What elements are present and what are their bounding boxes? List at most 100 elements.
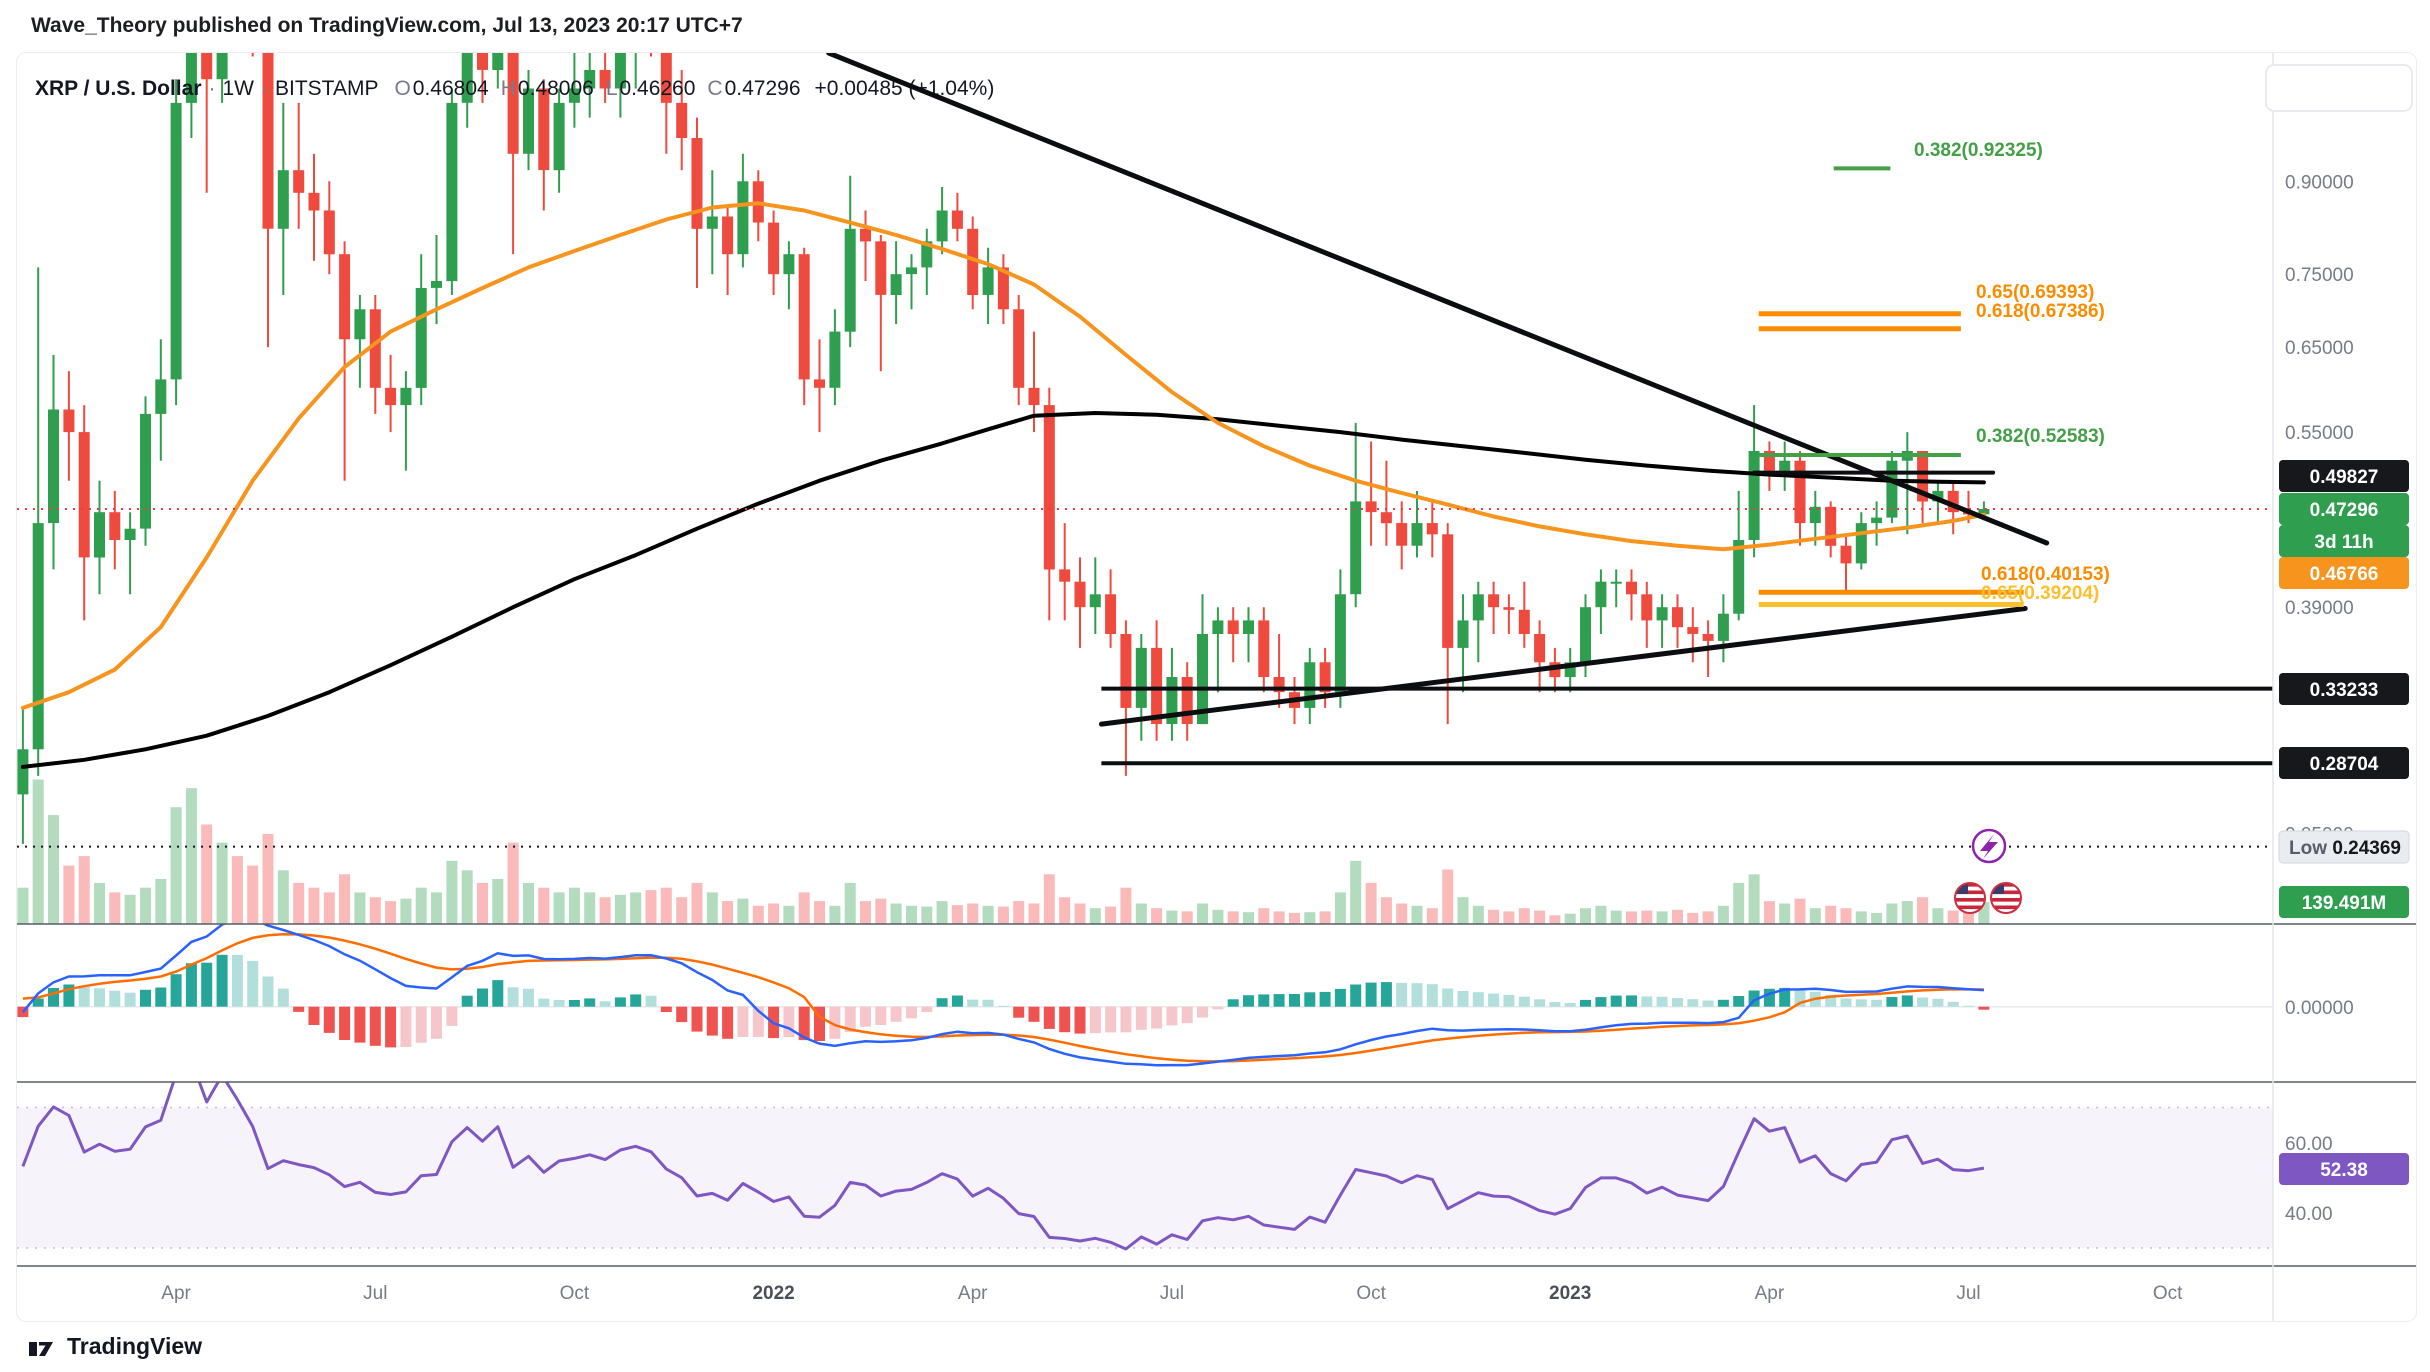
tradingview-logo-icon[interactable] bbox=[28, 1333, 58, 1360]
candle-body bbox=[1779, 460, 1791, 471]
macd-histogram-bar bbox=[78, 987, 90, 1007]
candle-body bbox=[308, 192, 320, 211]
axes-layer[interactable]: 0.900000.750000.650000.550000.390000.250… bbox=[17, 53, 2416, 1321]
chart-panes[interactable] bbox=[17, 53, 2273, 1251]
candle-body bbox=[814, 379, 825, 388]
volume-bar bbox=[1932, 908, 1944, 924]
candle-body bbox=[354, 309, 366, 340]
candle-body bbox=[1871, 517, 1883, 524]
macd-histogram-bar bbox=[1166, 1006, 1178, 1026]
candle-body bbox=[614, 53, 626, 89]
macd-histogram-bar bbox=[737, 1006, 749, 1037]
candle-body bbox=[1411, 523, 1423, 546]
volume-bar bbox=[1763, 901, 1775, 924]
macd-histogram-bar bbox=[1871, 999, 1883, 1007]
candle-body bbox=[1472, 594, 1484, 621]
fib-level-label: 0.382(0.92325) bbox=[1914, 140, 2043, 161]
candle-body bbox=[415, 288, 427, 388]
toolbar-button[interactable] bbox=[2265, 64, 2413, 112]
candle-body bbox=[277, 170, 289, 229]
candle-body bbox=[1380, 512, 1392, 524]
macd-histogram-bar bbox=[415, 1006, 427, 1043]
footer[interactable]: TradingView bbox=[28, 1333, 202, 1360]
volume-bar bbox=[982, 905, 994, 924]
volume-bar bbox=[400, 898, 412, 924]
candle-body bbox=[78, 432, 90, 558]
macd-histogram-bar bbox=[1380, 982, 1392, 1007]
volume-bar bbox=[247, 865, 259, 924]
volume-bar bbox=[1855, 911, 1867, 924]
macd-histogram-bar bbox=[1059, 1006, 1071, 1033]
macd-histogram-bar bbox=[1365, 982, 1377, 1007]
macd-histogram-bar bbox=[906, 1006, 917, 1019]
volume-bar bbox=[461, 870, 473, 924]
volume-bar bbox=[1074, 903, 1086, 924]
descending-resistance-line[interactable] bbox=[826, 53, 2050, 546]
interval-label: 1W bbox=[223, 77, 255, 100]
volume-bar bbox=[170, 807, 182, 924]
macd-histogram-bar bbox=[660, 1006, 672, 1012]
macd-histogram-bar bbox=[951, 995, 963, 1007]
time-label: Oct bbox=[2153, 1283, 2183, 1304]
fib-level-label: 0.382(0.52583) bbox=[1976, 426, 2105, 447]
macd-histogram-bar bbox=[1273, 994, 1285, 1007]
candle-body bbox=[1258, 620, 1270, 677]
volume-bar bbox=[844, 882, 856, 924]
volume-bar bbox=[1595, 905, 1607, 924]
candle-body bbox=[722, 216, 734, 255]
volume-bar bbox=[1840, 908, 1852, 924]
macd-histogram-bar bbox=[1120, 1006, 1132, 1033]
candle-body bbox=[1043, 405, 1055, 570]
candle-body bbox=[1135, 647, 1147, 708]
us-flag-event-icon[interactable] bbox=[1991, 883, 2021, 913]
flag-ring bbox=[1990, 882, 2022, 914]
candle-body bbox=[140, 413, 151, 529]
time-axis[interactable]: Apr Jul Oct 2022 Apr Jul Oct 2023 Apr Jul Oct bbox=[161, 1283, 2183, 1304]
rsi-line bbox=[21, 1082, 1985, 1251]
macd-histogram-bar bbox=[1074, 1006, 1086, 1034]
ascending-support-line[interactable] bbox=[1098, 606, 2028, 727]
footer-brand[interactable]: TradingView bbox=[67, 1333, 203, 1359]
macd-histogram-bar bbox=[231, 954, 243, 1007]
macd-histogram-bar bbox=[140, 989, 151, 1007]
idea-lightning-icon[interactable] bbox=[1971, 828, 2007, 864]
volume-bar bbox=[1411, 905, 1423, 924]
volume-bar bbox=[1641, 910, 1653, 924]
chart-canvas[interactable]: XRP / U.S. Dollar · 1W · BITSTAMP O0.46804 H0.… bbox=[17, 53, 2416, 1321]
symbol-name: XRP / U.S. Dollar bbox=[35, 77, 202, 100]
macd-histogram-bar bbox=[48, 988, 59, 1007]
volume-bar bbox=[1947, 910, 1959, 924]
rsi-pane[interactable] bbox=[17, 1060, 2273, 1251]
candle-body bbox=[1059, 569, 1071, 582]
volume-bar bbox=[1733, 882, 1745, 924]
price-pane[interactable] bbox=[17, 53, 1990, 924]
price-axis[interactable]: 0.900000.750000.650000.550000.390000.250… bbox=[2278, 172, 2410, 1225]
candle-body bbox=[1105, 594, 1117, 634]
macd-histogram-bar bbox=[1197, 1006, 1208, 1018]
macd-histogram-bar bbox=[1028, 1006, 1040, 1022]
macd-histogram-bar bbox=[599, 1001, 611, 1007]
volume-bar bbox=[737, 898, 749, 924]
open-label: O bbox=[394, 77, 410, 100]
high-value: 0.48006 bbox=[518, 77, 594, 100]
macd-pane[interactable] bbox=[17, 919, 2273, 1067]
macd-histogram-bar bbox=[875, 1006, 887, 1025]
candle-body bbox=[1197, 634, 1208, 725]
macd-histogram-bar bbox=[614, 997, 626, 1007]
volume-bar bbox=[1488, 909, 1500, 924]
macd-histogram-bar bbox=[1702, 1000, 1714, 1007]
time-label: Jul bbox=[1160, 1283, 1184, 1304]
candle-body bbox=[599, 70, 611, 89]
volume-bar bbox=[1380, 897, 1392, 924]
macd-histogram-bar bbox=[645, 995, 657, 1007]
volume-bar bbox=[1319, 911, 1331, 924]
fib-level-label: 0.65(0.69393) bbox=[1976, 282, 2094, 303]
candle-body bbox=[706, 216, 718, 229]
ma-slow-value: 0.49827 bbox=[2310, 467, 2379, 488]
time-label: Apr bbox=[1755, 1283, 1785, 1304]
us-flag-event-icon[interactable] bbox=[1955, 883, 1985, 913]
macd-histogram-bar bbox=[997, 1005, 1009, 1007]
macd-histogram-bar bbox=[630, 994, 642, 1007]
macd-histogram-bar bbox=[1564, 1003, 1576, 1007]
candle-body bbox=[1227, 620, 1239, 634]
